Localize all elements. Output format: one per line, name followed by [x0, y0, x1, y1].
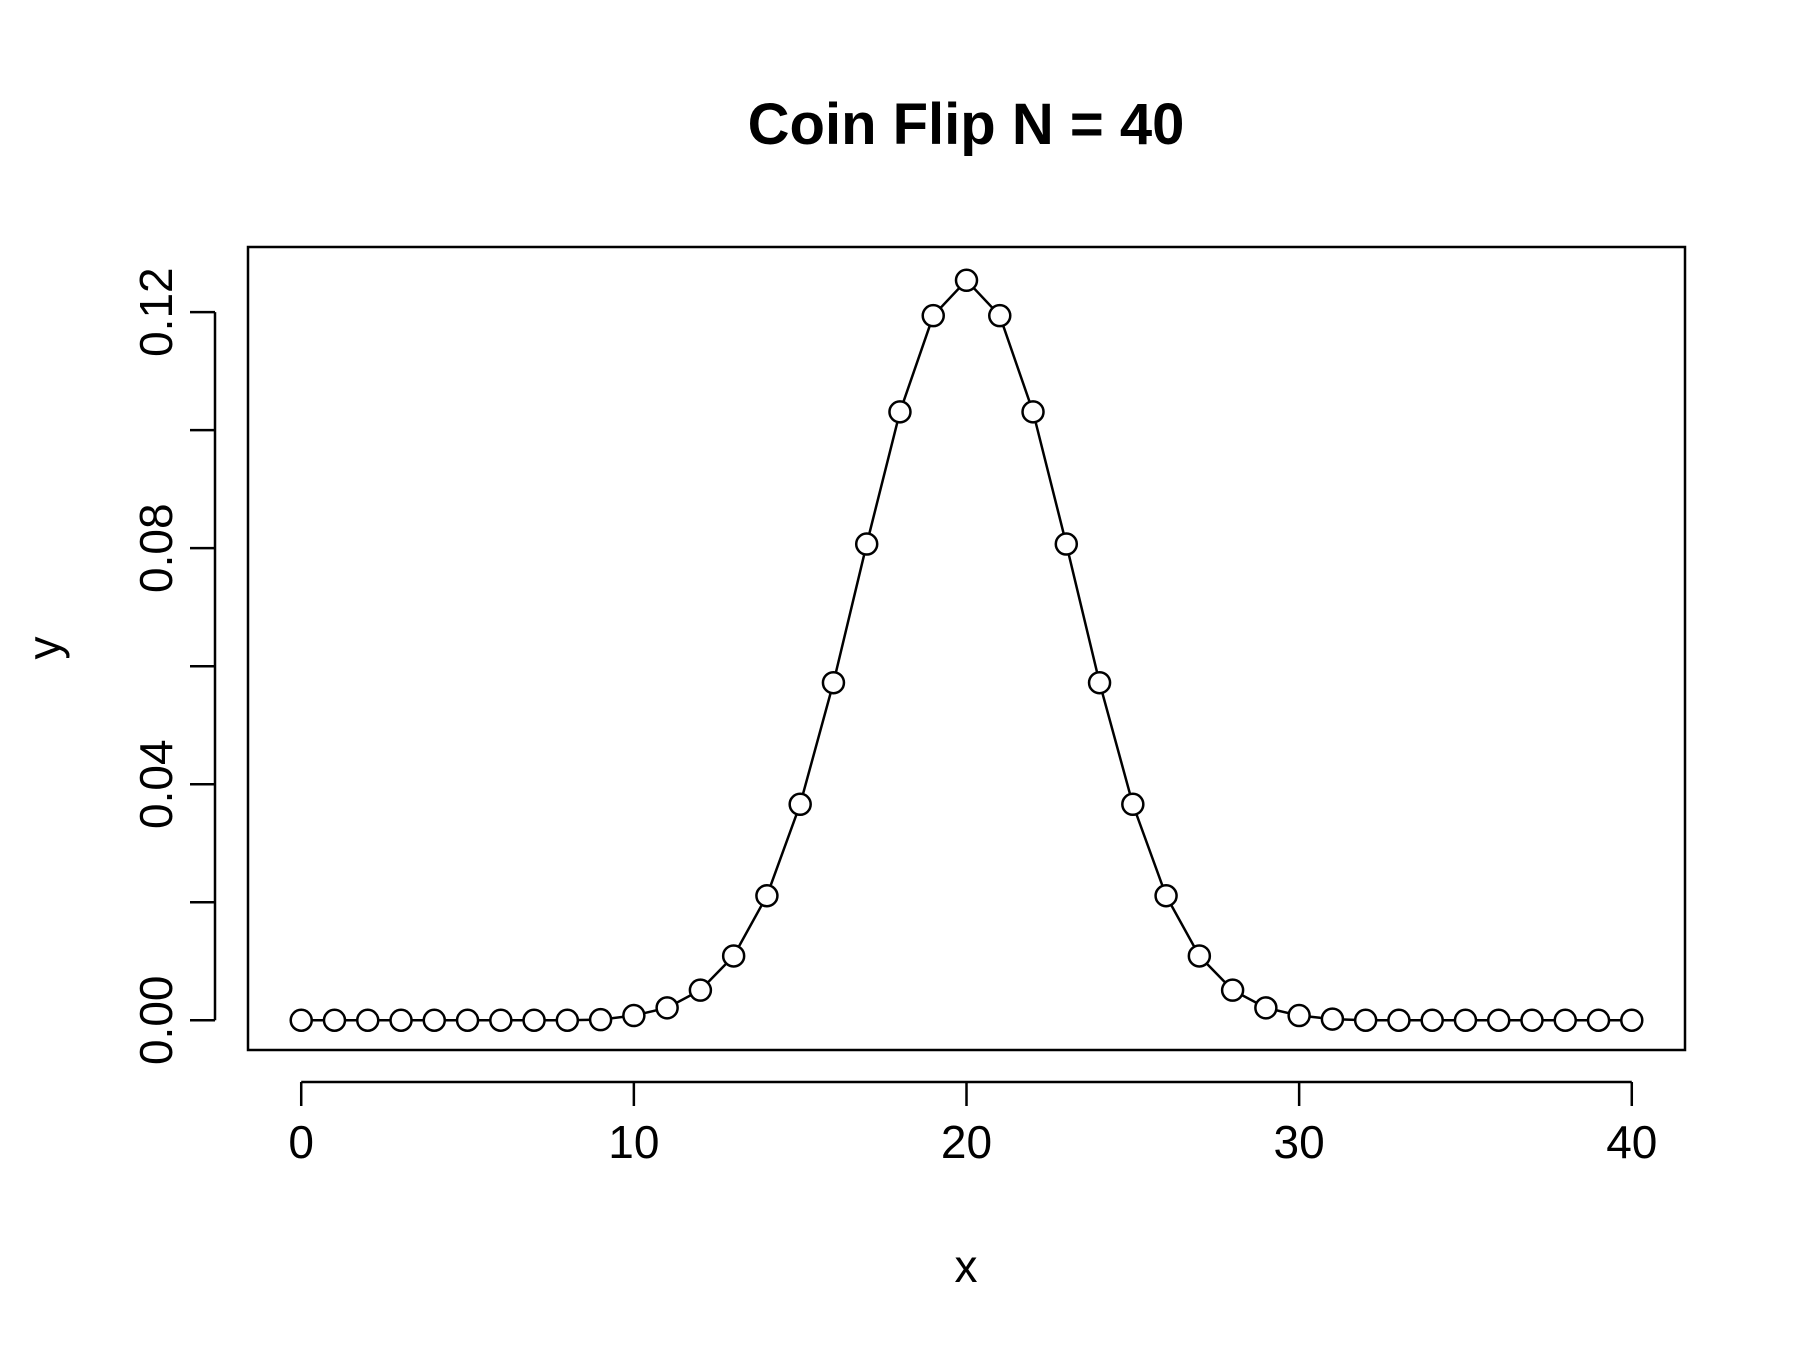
data-point	[1254, 996, 1278, 1020]
data-point	[356, 1008, 380, 1033]
data-point	[322, 1008, 347, 1033]
y-tick-label: 0.08	[130, 503, 182, 593]
data-point	[455, 1008, 480, 1033]
data-point	[1320, 1007, 1345, 1031]
data-point	[688, 978, 713, 1002]
x-axis: 0 10 20 30 40	[288, 1080, 1657, 1168]
data-point	[1620, 1008, 1644, 1033]
data-point	[1486, 1008, 1511, 1033]
data-point	[1453, 1008, 1478, 1033]
data-point	[755, 883, 779, 908]
data-point	[888, 400, 912, 424]
data-point	[1154, 883, 1178, 908]
data-point	[1520, 1008, 1544, 1033]
data-point	[1553, 1008, 1577, 1033]
data-point	[854, 532, 879, 556]
data-point	[1353, 1008, 1378, 1033]
x-tick-label: 10	[608, 1116, 659, 1168]
data-point	[1387, 1008, 1411, 1033]
data-point	[1087, 670, 1112, 695]
series	[289, 268, 1644, 1033]
data-point	[1420, 1008, 1444, 1033]
x-tick-label: 0	[288, 1116, 314, 1168]
y-tick-label: 0.12	[130, 267, 182, 357]
chart-title: Coin Flip N = 40	[748, 92, 1185, 157]
data-point	[954, 268, 979, 293]
data-point	[921, 303, 945, 328]
data-point	[788, 792, 812, 817]
data-point	[489, 1008, 513, 1033]
data-point	[721, 944, 746, 968]
data-point	[1121, 792, 1145, 817]
series-line	[301, 278, 1632, 1022]
data-point	[422, 1008, 447, 1033]
data-point	[655, 996, 679, 1020]
data-point	[1287, 1003, 1311, 1028]
y-axis: 0.00 0.04 0.08 0.12	[130, 267, 217, 1065]
x-tick-label: 30	[1274, 1116, 1325, 1168]
x-tick-label: 20	[941, 1116, 992, 1168]
data-point	[522, 1008, 546, 1033]
x-tick-label: 40	[1606, 1116, 1657, 1168]
data-point	[588, 1007, 613, 1032]
y-axis-title: y	[18, 637, 70, 660]
plot-frame	[246, 245, 1687, 1052]
data-point	[622, 1003, 646, 1028]
data-point	[821, 670, 846, 695]
data-point	[1187, 944, 1212, 968]
data-point	[289, 1008, 313, 1033]
y-tick-label: 0.00	[130, 975, 182, 1065]
y-tick-label: 0.04	[130, 739, 182, 829]
data-point	[555, 1008, 580, 1033]
data-point	[1021, 400, 1045, 424]
data-point	[1054, 532, 1079, 556]
data-point	[389, 1008, 413, 1033]
x-axis-title: x	[955, 1240, 978, 1292]
data-point	[988, 303, 1012, 328]
data-point	[1220, 978, 1245, 1002]
data-point	[1586, 1008, 1611, 1033]
